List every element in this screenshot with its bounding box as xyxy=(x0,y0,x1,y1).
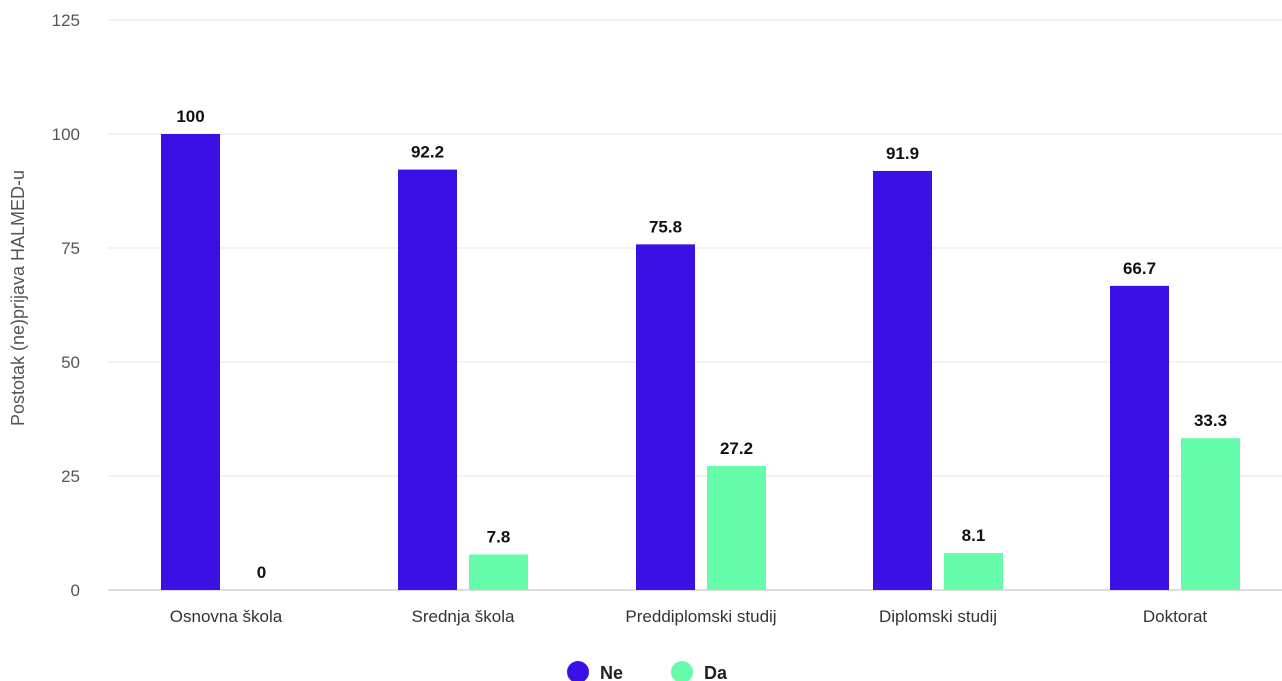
bar-ne-5[interactable] xyxy=(1110,285,1169,590)
data-label: 8.1 xyxy=(962,526,986,545)
legend-item-ne[interactable]: Ne xyxy=(567,661,623,681)
y-tick-label: 125 xyxy=(52,11,80,30)
x-axis-categories: Osnovna škola Srednja škola Preddiplomski … xyxy=(170,607,1208,626)
data-label: 66.7 xyxy=(1123,259,1156,278)
bar-da-2[interactable] xyxy=(469,554,528,590)
bar-ne-2[interactable] xyxy=(398,169,457,590)
data-labels: 100 0 92.2 7.8 75.8 27.2 91.9 8.1 66.7 33.3 xyxy=(176,107,1227,582)
y-tick-label: 100 xyxy=(52,125,80,144)
bars xyxy=(161,134,1240,591)
data-label: 92.2 xyxy=(411,143,444,162)
data-label: 27.2 xyxy=(720,439,753,458)
bar-da-4[interactable] xyxy=(944,553,1003,590)
legend-item-da[interactable]: Da xyxy=(671,661,728,681)
x-category-label: Srednja škola xyxy=(411,607,515,626)
legend-label: Ne xyxy=(600,663,623,681)
legend-label: Da xyxy=(704,663,728,681)
bar-ne-1[interactable] xyxy=(161,134,220,590)
y-axis-title: Postotak (ne)prijava HALMED-u xyxy=(8,170,28,426)
bar-ne-4[interactable] xyxy=(873,170,932,590)
y-tick-label: 0 xyxy=(71,581,80,600)
y-tick-label: 75 xyxy=(61,239,80,258)
bar-ne-3[interactable] xyxy=(636,244,695,591)
data-label: 0 xyxy=(257,563,266,582)
data-label: 33.3 xyxy=(1194,411,1227,430)
x-category-label: Doktorat xyxy=(1143,607,1208,626)
legend[interactable]: Ne Da xyxy=(567,661,728,681)
y-tick-label: 25 xyxy=(61,467,80,486)
bar-da-3[interactable] xyxy=(707,465,766,590)
bar-da-5[interactable] xyxy=(1181,438,1240,590)
legend-swatch xyxy=(567,661,589,681)
y-tick-label: 50 xyxy=(61,353,80,372)
data-label: 75.8 xyxy=(649,217,682,236)
y-axis-ticks: 0 25 50 75 100 125 xyxy=(52,11,80,600)
data-label: 91.9 xyxy=(886,144,919,163)
x-category-label: Osnovna škola xyxy=(170,607,283,626)
x-category-label: Diplomski studij xyxy=(879,607,997,626)
data-label: 7.8 xyxy=(487,527,511,546)
x-category-label: Preddiplomski studij xyxy=(625,607,776,626)
data-label: 100 xyxy=(176,107,204,126)
legend-swatch xyxy=(671,661,693,681)
